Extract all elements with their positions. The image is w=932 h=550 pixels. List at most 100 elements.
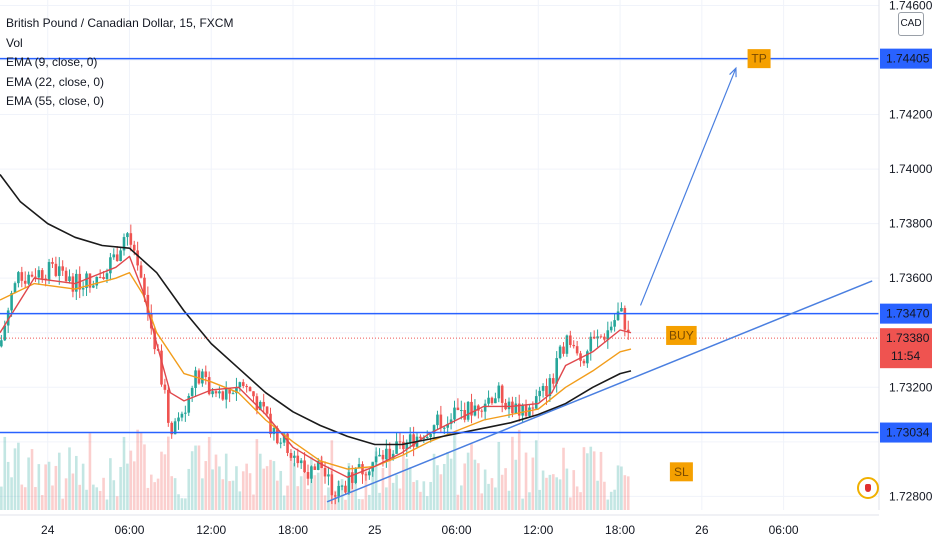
volume-bar	[398, 488, 402, 510]
volume-bar	[477, 463, 480, 510]
volume-bar	[30, 449, 34, 510]
candle-body	[105, 273, 109, 279]
volume-bar	[303, 462, 306, 510]
price-line-tag-label: 1.73034	[886, 426, 930, 440]
volume-bar	[272, 461, 276, 510]
volume-bar	[524, 452, 528, 510]
volume-bar	[545, 477, 548, 510]
volume-bar	[446, 452, 449, 510]
legend-ema-9[interactable]: EMA (9, close, 0)	[6, 55, 98, 69]
volume-bar	[163, 454, 167, 510]
candle-body	[241, 382, 245, 386]
candle-body	[313, 466, 317, 470]
candle-body	[368, 471, 371, 476]
currency-button[interactable]: CAD	[898, 12, 924, 36]
legend-ema-22[interactable]: EMA (22, close, 0)	[6, 74, 105, 89]
candle-body	[98, 276, 102, 278]
annotation-tp-box	[747, 49, 771, 69]
volume-bar	[235, 466, 238, 510]
volume-bar	[190, 451, 194, 510]
volume-bar	[442, 463, 446, 510]
candle-body	[6, 310, 10, 326]
price-tick-label: 1.73200	[889, 380, 932, 394]
volume-bar	[184, 498, 187, 510]
candle-body	[626, 329, 630, 332]
candle-body	[477, 405, 480, 411]
volume-bar	[228, 481, 231, 510]
candle-body	[616, 311, 620, 321]
time-tick-label: 18:00	[605, 523, 635, 537]
legend-volume[interactable]: Vol	[6, 35, 23, 50]
drawings: TP BUY SL	[326, 49, 873, 503]
volume-bar	[374, 451, 378, 510]
candle-body	[129, 233, 133, 245]
volume-bar	[279, 470, 283, 510]
candle-body	[357, 464, 361, 469]
canada-flag-icon[interactable]	[857, 477, 879, 499]
volume-bar	[521, 498, 524, 510]
candle-body	[136, 250, 139, 266]
volume-bar	[320, 456, 323, 510]
volume-bar	[620, 466, 623, 510]
volume-bar	[47, 461, 51, 510]
volume-bar	[511, 436, 514, 510]
candle-body	[337, 485, 340, 497]
candle-body	[207, 377, 211, 395]
candle-body	[432, 425, 436, 434]
volume-bar	[132, 461, 136, 510]
volume-bar	[340, 479, 344, 510]
candle-body	[85, 273, 88, 289]
volume-bar	[81, 463, 85, 510]
price-line-tag-label: 1.74405	[886, 52, 930, 66]
candle-body	[0, 340, 3, 347]
candle-body	[173, 421, 177, 435]
candle-body	[592, 336, 596, 339]
volume-bar	[245, 463, 248, 510]
volume-bar	[439, 474, 443, 510]
volume-bar	[548, 474, 552, 510]
candle-body	[422, 437, 426, 439]
candle-body	[146, 294, 150, 314]
volume-bar	[10, 477, 13, 510]
candle-body	[272, 427, 276, 435]
candle-body	[517, 403, 521, 416]
volume-bar	[323, 495, 327, 510]
candle-body	[439, 414, 443, 428]
candle-body	[190, 387, 194, 396]
volume-bar	[415, 480, 419, 510]
candle-body	[51, 262, 54, 264]
volume-bar	[616, 465, 620, 510]
candle-body	[221, 391, 225, 400]
candle-body	[3, 325, 7, 341]
time-tick-label: 26	[695, 523, 709, 537]
candle-body	[436, 414, 439, 426]
volume-bar	[211, 469, 214, 510]
volume-bar	[534, 440, 538, 510]
candle-body	[596, 336, 599, 339]
volume-bar	[310, 456, 313, 510]
volume-bar	[368, 494, 371, 510]
candle-body	[61, 266, 64, 271]
volume-bar	[449, 458, 453, 510]
volume-bar	[3, 436, 7, 510]
volume-bar	[248, 473, 252, 510]
candle-body	[361, 464, 364, 475]
volume-bar	[361, 499, 364, 510]
candle-body	[30, 274, 34, 277]
volume-bar	[105, 499, 109, 510]
symbol-title[interactable]: British Pound / Canadian Dollar, 15, FXC…	[6, 16, 234, 30]
volume-bar	[276, 480, 279, 510]
trend-line	[326, 280, 873, 503]
volume-bar	[109, 458, 112, 510]
candle-body	[323, 467, 327, 477]
legend-ema-55[interactable]: EMA (55, close, 0)	[6, 94, 105, 108]
candle-body	[258, 401, 262, 411]
volume-bar	[112, 480, 116, 510]
candle-body	[40, 270, 44, 279]
candle-body	[408, 434, 412, 443]
volume-bar	[456, 494, 460, 510]
candle-body	[296, 455, 300, 464]
volume-bar	[507, 490, 511, 510]
candle-body	[419, 436, 422, 439]
